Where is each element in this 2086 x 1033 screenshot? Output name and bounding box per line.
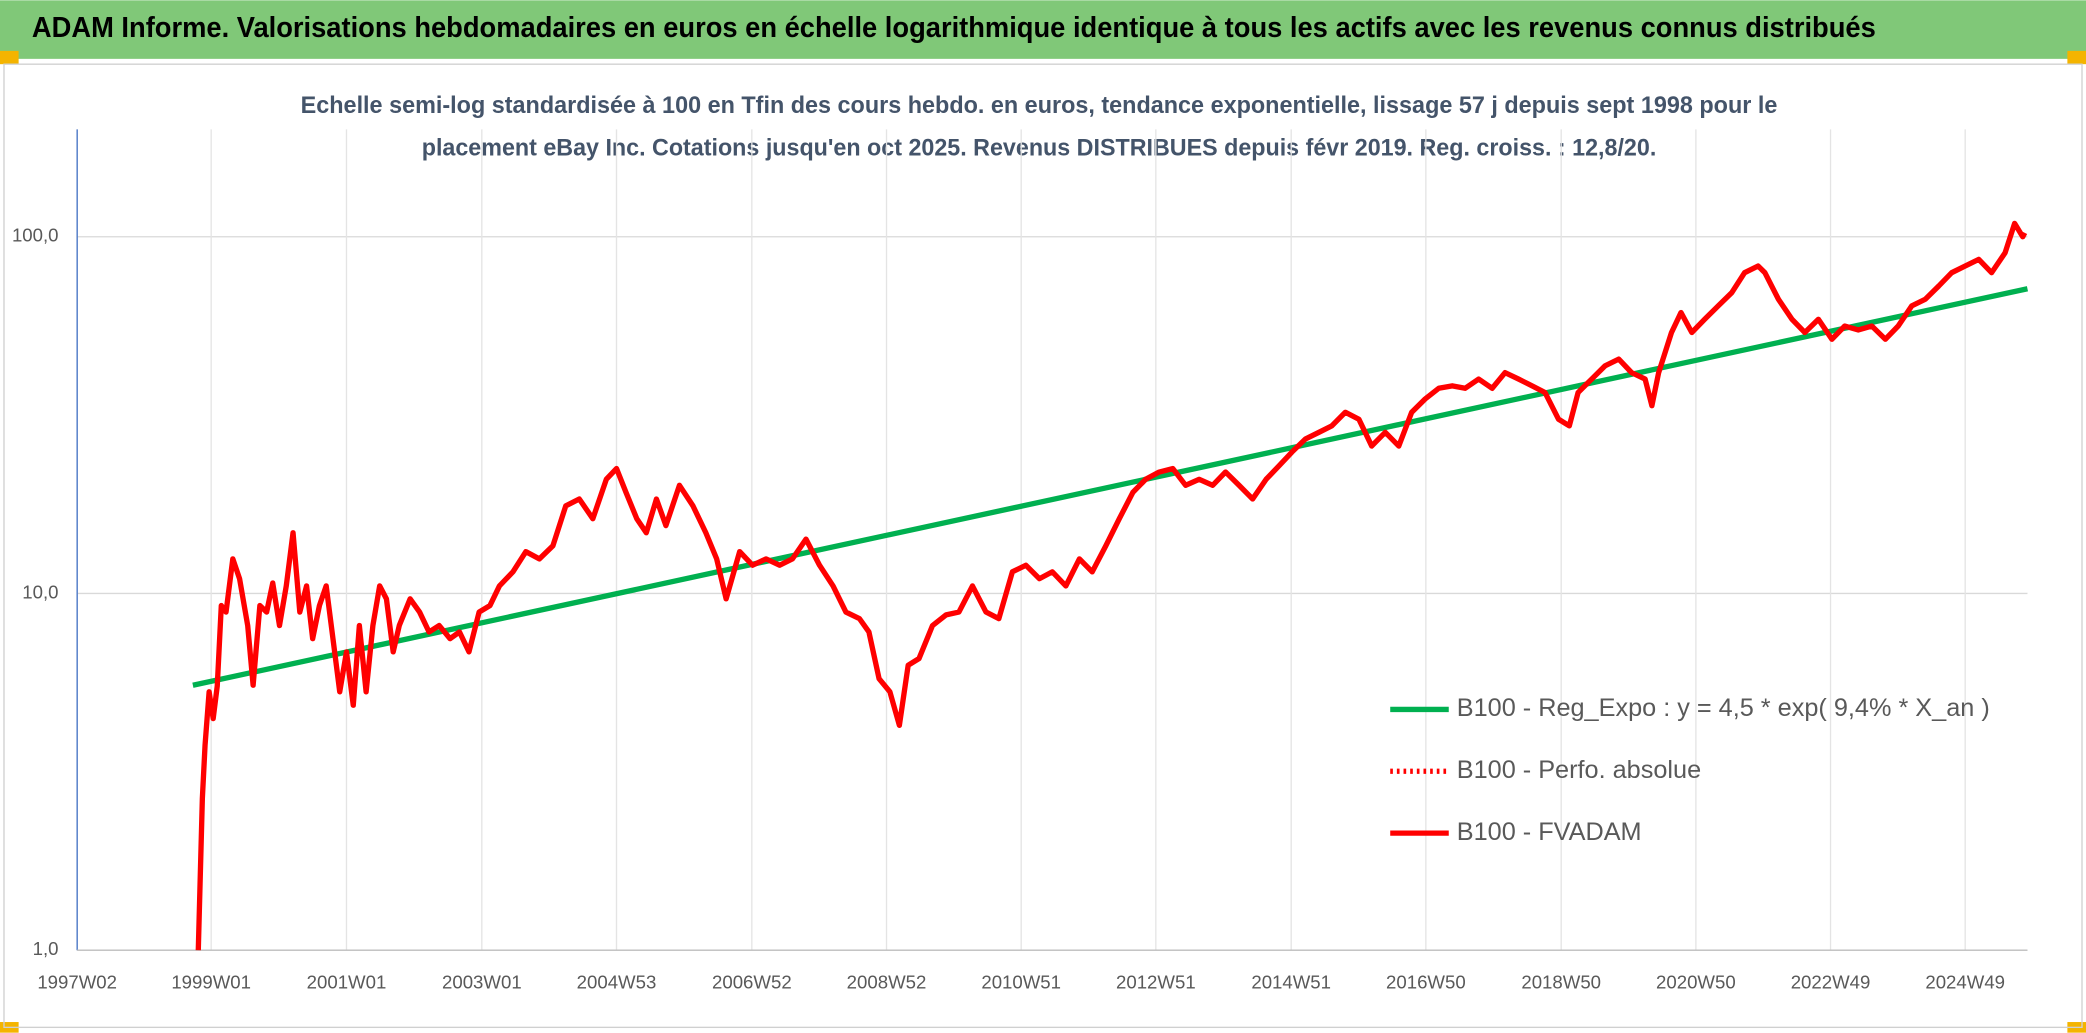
x-tick-label: 2003W01 bbox=[442, 971, 522, 992]
x-tick-label: 2016W50 bbox=[1386, 971, 1466, 992]
x-tick-label: 2022W49 bbox=[1791, 971, 1871, 992]
x-tick-label: 2020W50 bbox=[1656, 971, 1736, 992]
corner-mark bbox=[0, 50, 19, 65]
x-tick-label: 2004W53 bbox=[577, 971, 657, 992]
legend-label: B100 - Reg_Expo : y = 4,5 * exp( 9,4% * … bbox=[1457, 694, 1990, 722]
legend-label: B100 - Perfo. absolue bbox=[1457, 756, 1701, 784]
x-tick-label: 2014W51 bbox=[1251, 971, 1331, 992]
series-line bbox=[195, 220, 2028, 951]
corner-mark bbox=[2067, 50, 2086, 65]
x-tick-label: 2008W52 bbox=[847, 971, 927, 992]
x-tick-label: 2018W50 bbox=[1521, 971, 1601, 992]
x-tick-label: 2001W01 bbox=[307, 971, 387, 992]
y-tick-label: 100,0 bbox=[12, 225, 59, 246]
grid: 1,0 10,0 100,0 1997W02 1999W01 2001W01 2003W01… bbox=[12, 129, 2028, 992]
y-tick-label: 10,0 bbox=[22, 581, 58, 602]
x-tick-label: 2010W51 bbox=[981, 971, 1061, 992]
chart-frame bbox=[3, 63, 2083, 1029]
chart-subtitle: placement eBay Inc. Cotations jusqu'en o… bbox=[422, 135, 1657, 162]
x-tick-label: 2024W49 bbox=[1925, 971, 2005, 992]
x-tick-label: 1999W01 bbox=[171, 971, 251, 992]
x-tick-label: 2006W52 bbox=[712, 971, 792, 992]
plot bbox=[192, 220, 2029, 951]
x-tick-label: 2012W51 bbox=[1116, 971, 1196, 992]
legend-label: B100 - FVADAM bbox=[1457, 818, 1642, 846]
header-bar bbox=[0, 0, 2086, 59]
series-line bbox=[192, 286, 2029, 688]
legend: B100 - Reg_Expo : y = 4,5 * exp( 9,4% * … bbox=[1390, 694, 1990, 846]
chart-title: ADAM Informe. Valorisations hebdomadaire… bbox=[32, 12, 1876, 44]
y-tick-label: 1,0 bbox=[33, 938, 59, 959]
chart-subtitle: Echelle semi-log standardisée à 100 en T… bbox=[301, 92, 1778, 119]
x-tick-label: 1997W02 bbox=[37, 971, 117, 992]
